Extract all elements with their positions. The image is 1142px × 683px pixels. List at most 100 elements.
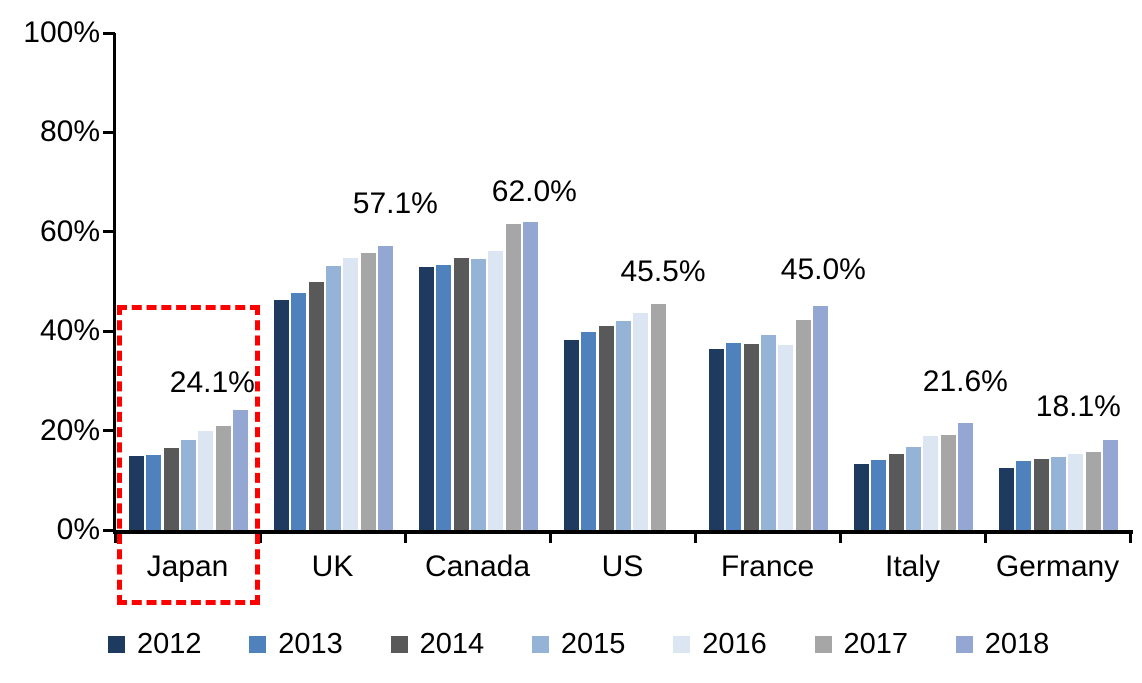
bar-germany-2017 <box>1085 451 1101 530</box>
legend-swatch-2016 <box>673 635 691 653</box>
bar-japan-2013 <box>146 455 162 530</box>
category-label-germany: Germany <box>995 550 1120 583</box>
bar-canada-2015 <box>470 259 486 530</box>
bar-us-2012 <box>564 340 579 530</box>
category-label-france: France <box>720 550 815 583</box>
bar-italy-2014 <box>888 454 904 530</box>
data-label-france: 45.0% <box>780 253 866 287</box>
legend-item-2013: 2013 <box>249 629 343 659</box>
bar-uk-2018 <box>377 246 393 530</box>
x-axis-tick <box>548 530 552 543</box>
y-axis-label-0: 0% <box>56 513 100 546</box>
x-axis-tick <box>693 530 697 543</box>
bar-japan-2012 <box>129 456 144 530</box>
legend-swatch-2013 <box>249 635 267 653</box>
y-axis-label-40: 40% <box>39 314 100 348</box>
bar-uk-2017 <box>360 253 376 530</box>
x-axis-line <box>113 530 1133 534</box>
bar-uk-2012 <box>274 300 289 530</box>
legend-label-2012: 2012 <box>137 628 202 660</box>
category-label-canada: Canada <box>424 550 531 583</box>
legend-item-2017: 2017 <box>814 628 909 660</box>
y-axis-tick <box>103 130 115 134</box>
legend-label-2013: 2013 <box>278 628 343 660</box>
category-label-us: US <box>601 550 644 583</box>
y-axis-label-60: 60% <box>39 214 100 248</box>
y-axis-tick <box>103 329 115 333</box>
legend-swatch-2012 <box>108 635 125 653</box>
bar-germany-2016 <box>1068 454 1084 530</box>
data-label-uk: 57.1% <box>352 187 438 221</box>
bar-japan-2016 <box>198 431 214 530</box>
legend-swatch-2014 <box>390 635 408 653</box>
y-axis-label-100: 100% <box>23 16 100 49</box>
data-label-japan: 24.1% <box>169 366 255 400</box>
bar-uk-2013 <box>291 293 307 530</box>
bar-us-2016 <box>633 313 649 530</box>
legend-swatch-2017 <box>814 635 832 653</box>
legend-label-2016: 2016 <box>702 628 767 660</box>
category-label-japan: Japan <box>146 550 229 583</box>
legend-swatch-2018 <box>955 635 973 653</box>
legend-item-2014: 2014 <box>390 628 485 660</box>
bar-japan-2018 <box>232 410 248 530</box>
bar-us-2014 <box>598 326 614 530</box>
bar-germany-2014 <box>1033 458 1049 530</box>
bar-uk-2016 <box>343 258 359 530</box>
bar-japan-2015 <box>180 440 196 530</box>
bar-italy-2012 <box>854 463 869 530</box>
legend-label-2014: 2014 <box>419 628 485 660</box>
y-axis-tick <box>103 31 115 35</box>
data-label-italy: 21.6% <box>922 364 1008 398</box>
bar-us-2017 <box>650 303 666 530</box>
data-label-germany: 18.1% <box>1035 390 1121 424</box>
bar-canada-2012 <box>419 267 434 530</box>
x-axis-tick <box>983 530 987 543</box>
bar-germany-2015 <box>1050 457 1066 530</box>
highlight-box-japan <box>117 305 260 605</box>
y-axis-tick <box>103 528 115 532</box>
y-axis-label-20: 20% <box>39 413 100 447</box>
data-label-us: 45.5% <box>620 254 706 288</box>
bar-canada-2013 <box>436 265 452 530</box>
data-label-canada: 62.0% <box>491 174 577 208</box>
bar-germany-2012 <box>999 467 1014 530</box>
legend-label-2015: 2015 <box>560 628 626 660</box>
bar-france-2012 <box>709 348 724 530</box>
x-axis-tick <box>1128 530 1132 543</box>
legend-item-2015: 2015 <box>531 628 626 660</box>
y-axis-label-80: 80% <box>39 115 100 149</box>
y-axis-tick <box>103 230 115 234</box>
bar-italy-2013 <box>871 459 887 530</box>
bar-uk-2014 <box>308 282 324 530</box>
x-axis-tick <box>838 530 842 543</box>
bar-canada-2016 <box>488 251 504 530</box>
bar-france-2014 <box>743 343 759 530</box>
legend-label-2018: 2018 <box>984 628 1050 660</box>
bar-italy-2018 <box>957 422 973 530</box>
bar-germany-2013 <box>1016 460 1032 530</box>
bar-germany-2018 <box>1102 440 1118 530</box>
category-label-italy: Italy <box>884 550 941 583</box>
x-axis-tick <box>113 530 117 543</box>
legend-item-2018: 2018 <box>955 628 1050 660</box>
y-axis-tick <box>103 429 115 433</box>
bar-france-2018 <box>812 306 828 530</box>
bar-france-2017 <box>795 319 811 530</box>
bar-france-2016 <box>778 345 794 530</box>
y-axis-line <box>113 33 116 534</box>
bar-japan-2017 <box>215 425 231 530</box>
bar-france-2015 <box>760 335 776 530</box>
bar-uk-2015 <box>325 266 341 530</box>
bar-canada-2014 <box>453 257 469 530</box>
bar-us-2013 <box>581 331 597 530</box>
bar-japan-2014 <box>163 447 179 530</box>
x-axis-tick <box>258 530 262 543</box>
legend-swatch-2015 <box>531 635 549 653</box>
legend-label-2017: 2017 <box>843 628 909 660</box>
bar-us-2015 <box>615 320 631 530</box>
bar-italy-2016 <box>923 436 939 530</box>
legend-item-2012: 2012 <box>108 629 202 659</box>
bar-canada-2018 <box>522 221 538 530</box>
